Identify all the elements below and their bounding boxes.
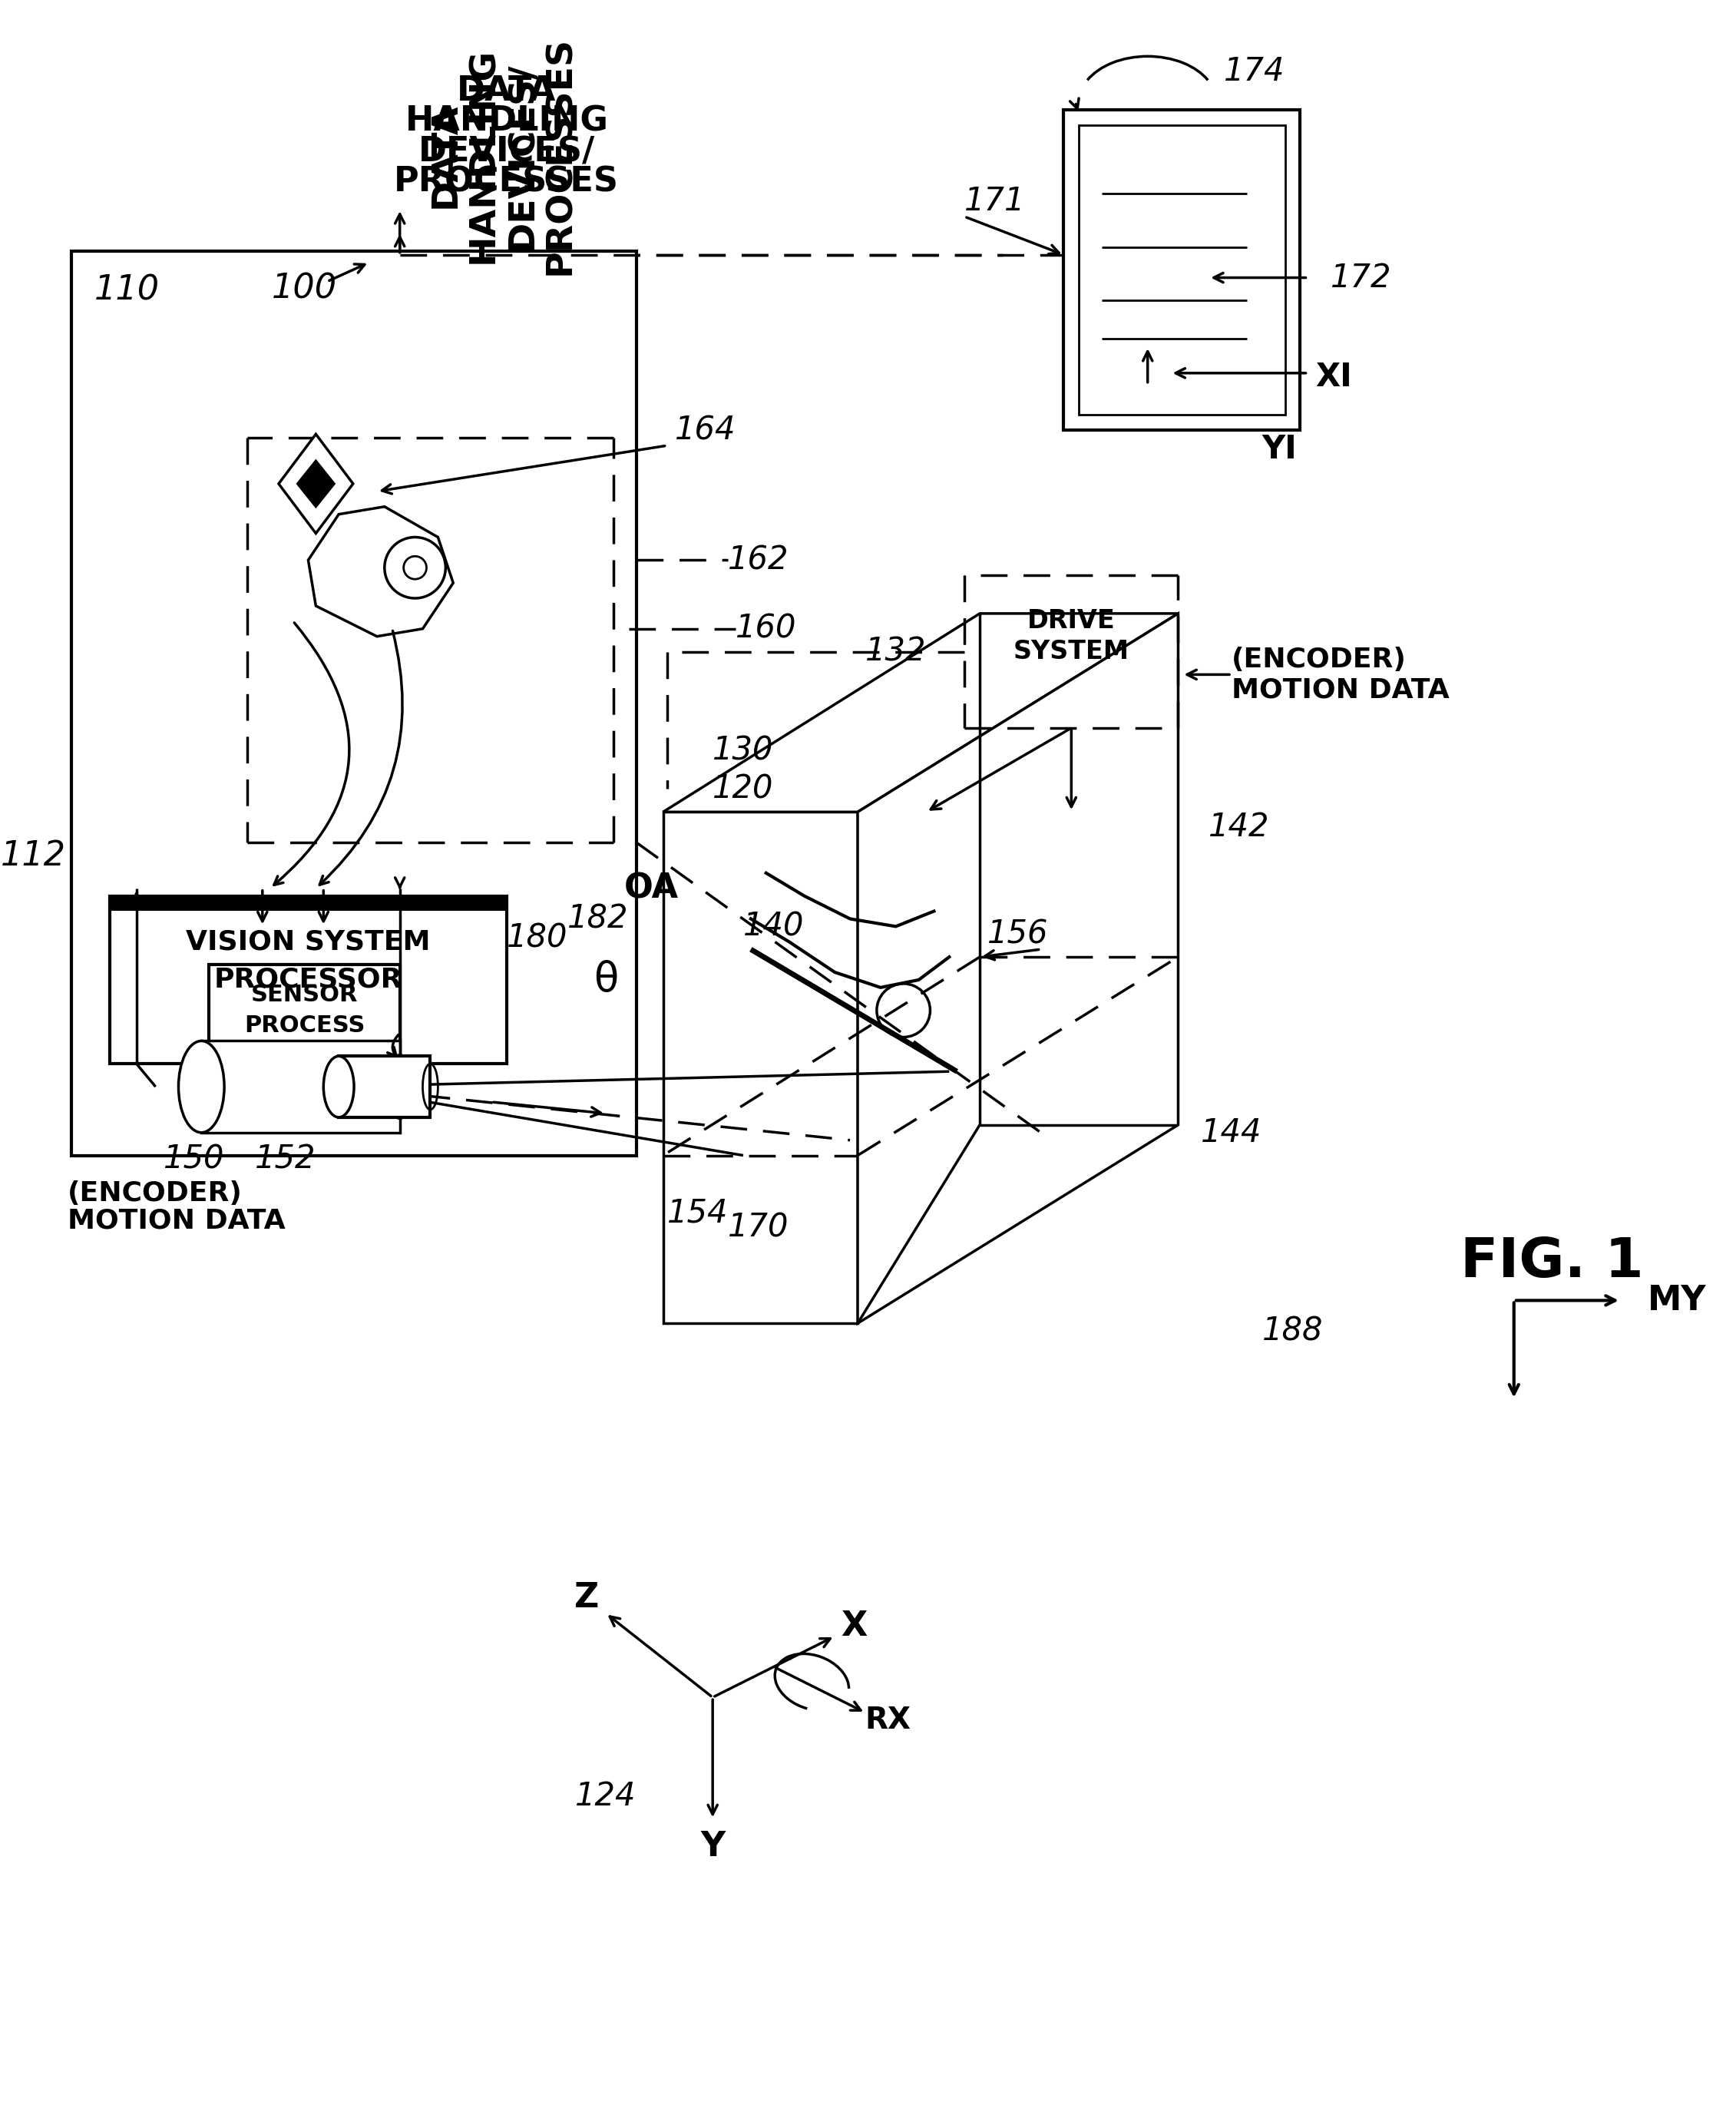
Text: Z: Z [575, 1581, 599, 1615]
Bar [109, 896, 507, 1064]
Text: PROCESS: PROCESS [245, 1015, 365, 1036]
Text: 162: 162 [727, 545, 788, 577]
Bar [71, 251, 637, 1156]
Text: 154: 154 [667, 1196, 727, 1228]
Text: HANDLING: HANDLING [467, 47, 502, 264]
Text: SYSTEM: SYSTEM [1014, 638, 1130, 664]
Text: 171: 171 [965, 185, 1026, 217]
Text: 182: 182 [568, 902, 628, 934]
Bar [201, 1041, 399, 1132]
Bar [1080, 126, 1285, 415]
Text: DEVICES/: DEVICES/ [418, 136, 595, 168]
Text: MOTION DATA: MOTION DATA [1231, 677, 1450, 702]
Polygon shape [663, 613, 1179, 813]
Text: 140: 140 [743, 911, 804, 943]
Text: PROCESSES: PROCESSES [394, 166, 620, 198]
Text: 150: 150 [163, 1143, 224, 1175]
Text: 130: 130 [713, 734, 774, 766]
Text: 164: 164 [675, 415, 736, 447]
Text: 174: 174 [1224, 55, 1285, 87]
Polygon shape [663, 813, 858, 1324]
Polygon shape [858, 613, 1179, 1324]
Ellipse shape [323, 1055, 354, 1117]
Text: 172: 172 [1332, 262, 1392, 294]
Text: VISION SYSTEM: VISION SYSTEM [186, 928, 431, 955]
Text: 124: 124 [575, 1781, 637, 1813]
Text: 170: 170 [727, 1211, 788, 1245]
Text: DATA: DATA [457, 74, 556, 106]
Text: 112: 112 [0, 841, 66, 872]
Text: 156: 156 [988, 917, 1049, 951]
Text: 152: 152 [255, 1143, 316, 1175]
Text: 180: 180 [507, 921, 568, 953]
Text: MOTION DATA: MOTION DATA [68, 1207, 286, 1234]
Bar [109, 896, 507, 911]
Text: 160: 160 [736, 613, 797, 645]
Text: 144: 144 [1201, 1117, 1262, 1149]
Text: 110: 110 [94, 275, 160, 306]
Polygon shape [309, 506, 453, 636]
Text: YI: YI [1262, 434, 1297, 466]
Ellipse shape [179, 1041, 224, 1132]
Bar [1064, 111, 1300, 430]
Text: XI: XI [1316, 362, 1352, 394]
Text: Y: Y [700, 1830, 726, 1862]
Text: 142: 142 [1208, 811, 1269, 843]
Text: 100: 100 [273, 272, 337, 306]
Text: (ENCODER): (ENCODER) [1231, 647, 1406, 672]
Bar [339, 1055, 431, 1117]
Text: MY: MY [1647, 1283, 1706, 1317]
Text: OA: OA [625, 872, 679, 904]
Bar [208, 964, 399, 1055]
Text: PROCESSOR: PROCESSOR [214, 966, 403, 994]
Text: θ: θ [594, 960, 618, 1000]
Text: DATA: DATA [429, 102, 464, 209]
Text: (ENCODER): (ENCODER) [68, 1181, 243, 1207]
Text: HANDLING: HANDLING [404, 104, 608, 138]
Text: X: X [840, 1611, 866, 1643]
Text: FIG. 1: FIG. 1 [1460, 1236, 1644, 1290]
Text: 120: 120 [713, 772, 774, 804]
Text: 132: 132 [865, 636, 927, 668]
Text: RX: RX [865, 1707, 911, 1734]
Text: DEVICES/: DEVICES/ [505, 62, 540, 249]
Polygon shape [279, 434, 352, 534]
Text: PROCESSES: PROCESSES [543, 36, 578, 275]
Polygon shape [297, 460, 335, 509]
Text: SENSOR: SENSOR [250, 983, 358, 1007]
Text: DRIVE: DRIVE [1028, 609, 1116, 634]
Text: 188: 188 [1262, 1315, 1323, 1347]
